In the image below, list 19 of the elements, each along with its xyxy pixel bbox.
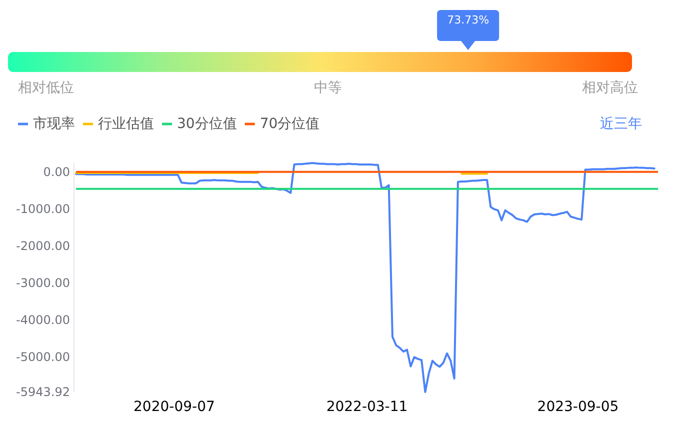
gauge-value: 73.73% (447, 14, 490, 26)
gauge-label: 相对低位 (18, 80, 74, 96)
gauge-label: 中等 (314, 80, 342, 96)
x-tick-label: 2023-09-05 (537, 399, 619, 415)
x-tick-label: 2022-03-11 (326, 399, 408, 415)
annotation: 近三年 (600, 116, 642, 132)
y-tick-label: -3000.00 (16, 276, 70, 290)
y-tick-label: -4000.00 (16, 313, 70, 328)
y-tick-label: -5000.00 (16, 350, 70, 364)
y-tick-label: -5943.92 (16, 385, 70, 399)
y-tick-label: -1000.00 (16, 202, 70, 216)
x-tick-label: 2020-09-07 (134, 399, 215, 415)
legend-label: 70分位值 (260, 116, 320, 132)
legend-label: 30分位值 (177, 116, 237, 132)
y-tick-label: -2000.00 (16, 239, 70, 254)
legend-label: 行业估值 (98, 116, 154, 132)
gauge-label: 相对高位 (582, 80, 638, 96)
legend-label: 市现率 (33, 116, 75, 132)
y-tick-label: 0.00 (43, 165, 70, 180)
